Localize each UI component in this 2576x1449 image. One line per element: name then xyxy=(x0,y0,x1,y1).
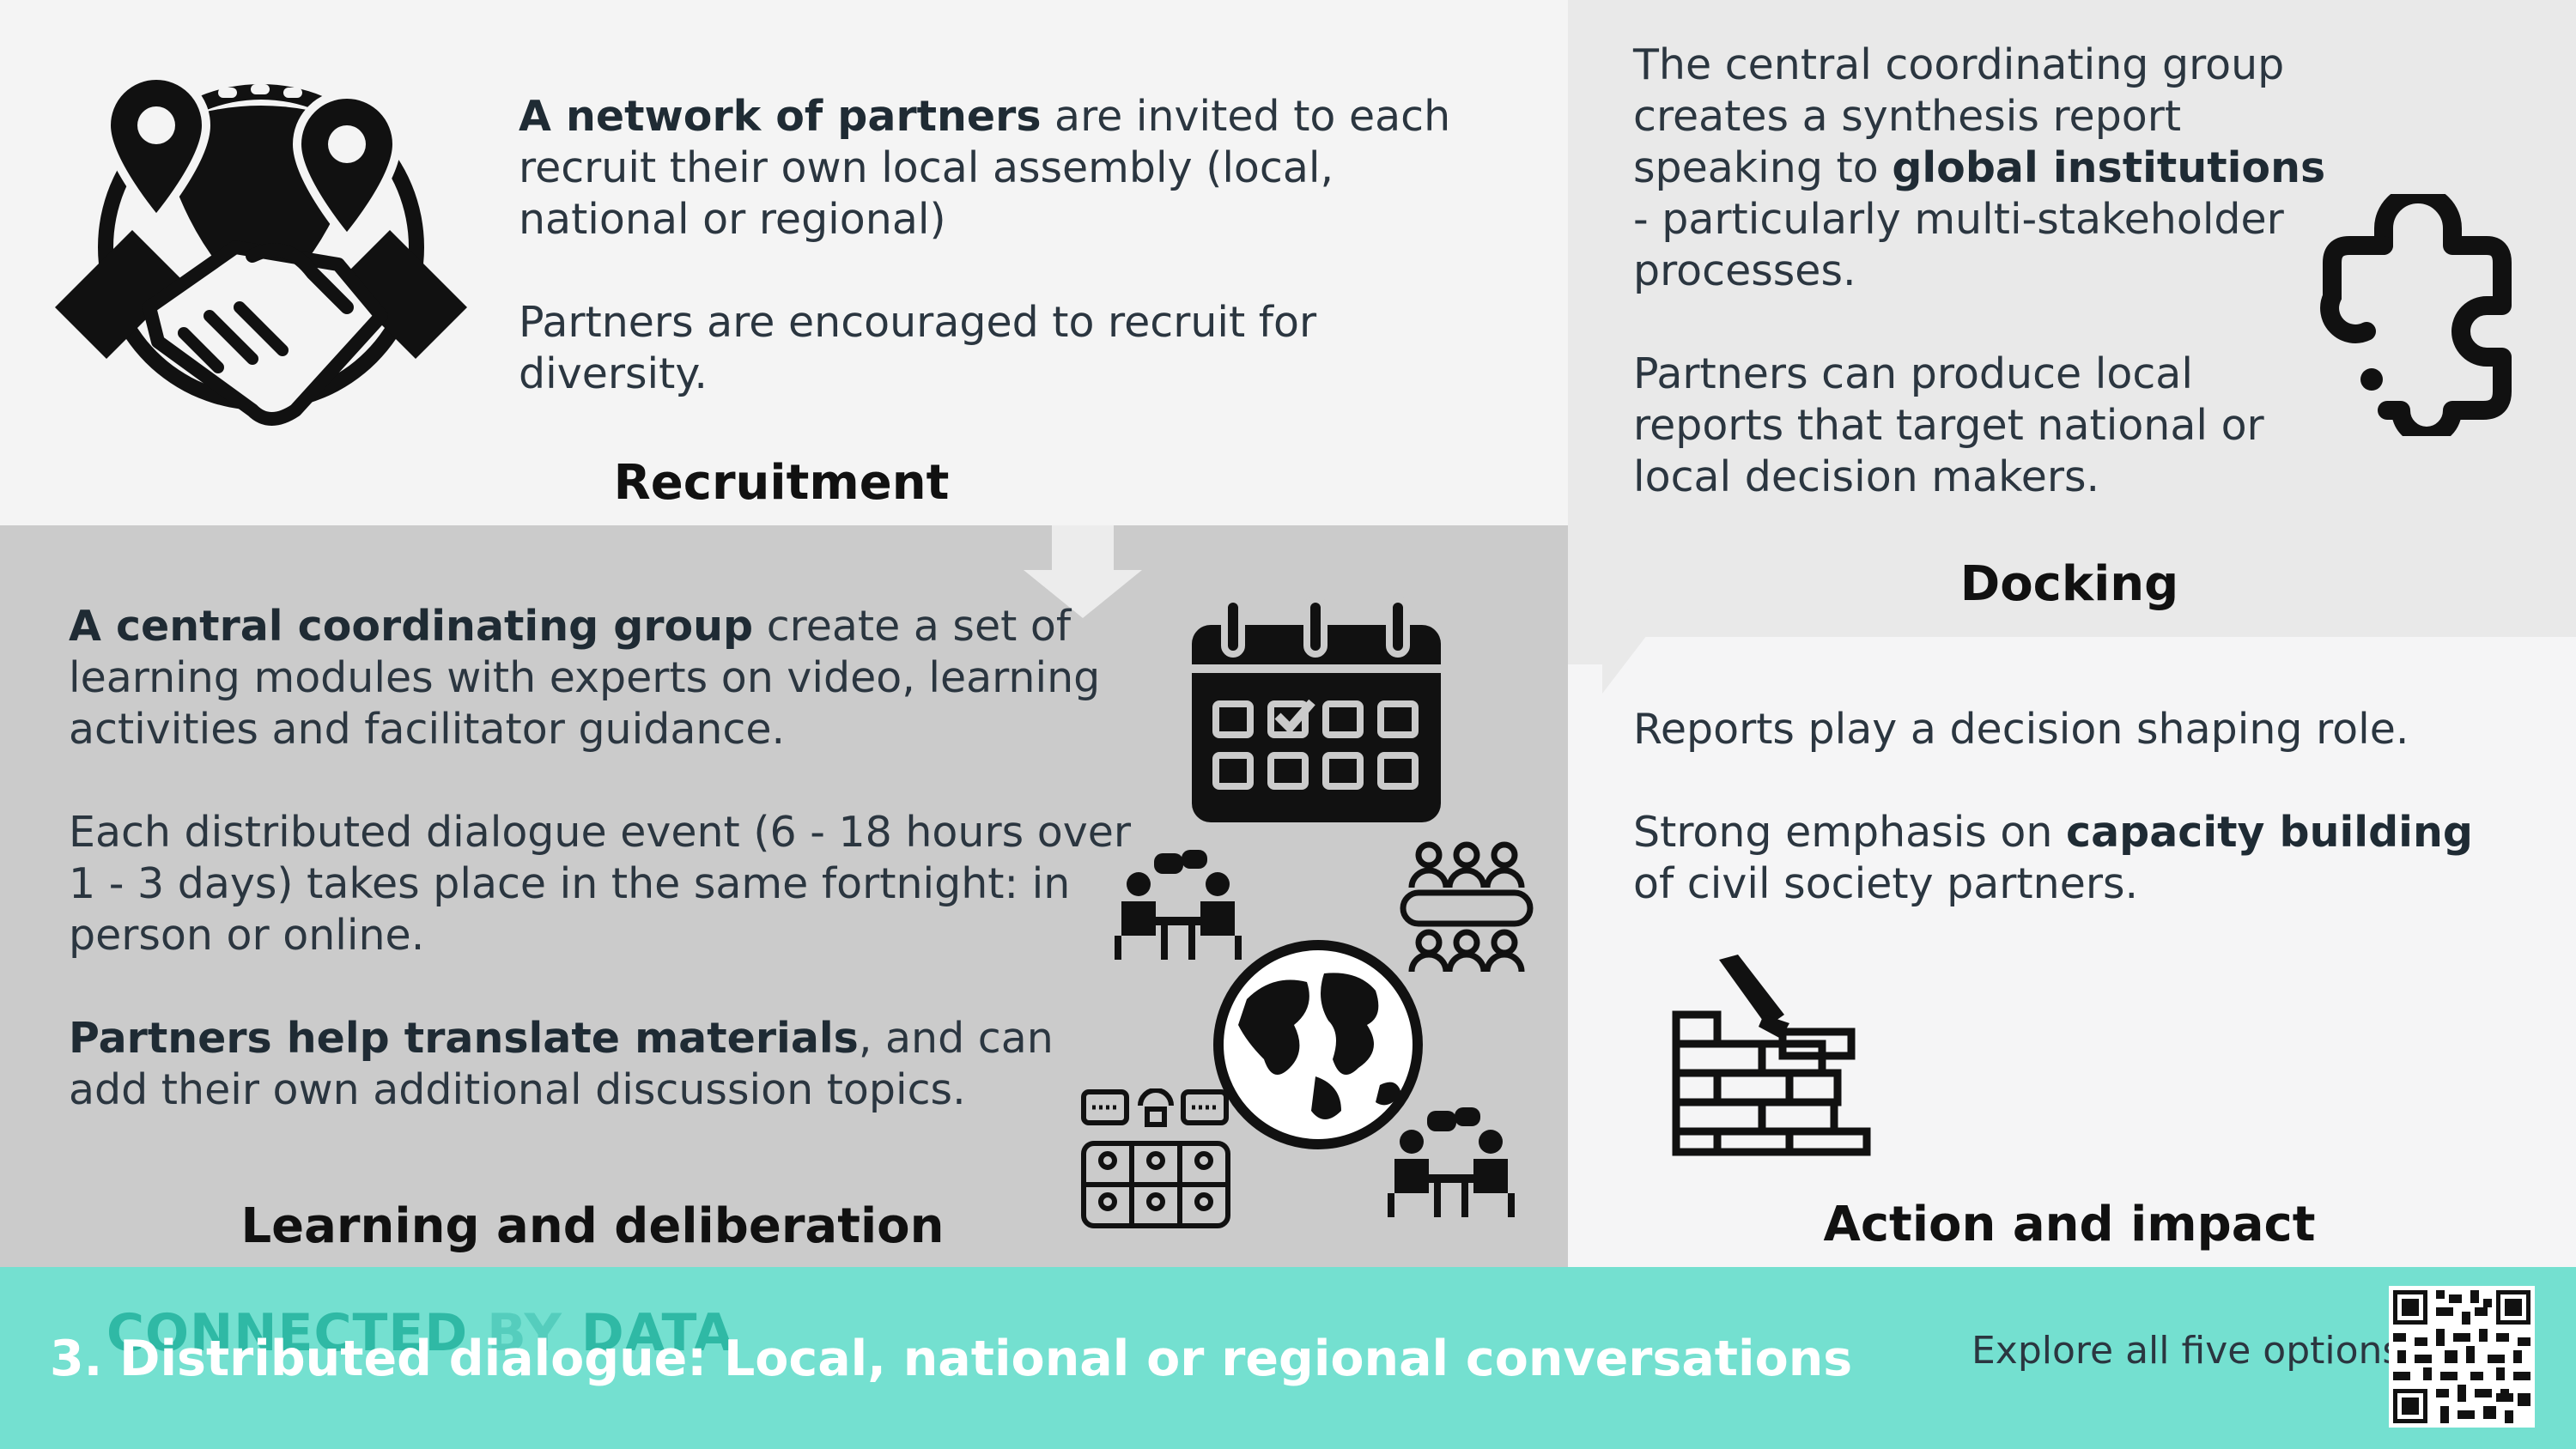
puzzle-piece-icon xyxy=(2320,194,2512,436)
recruitment-bold: A network of partners xyxy=(519,92,1042,141)
explore-label: Explore all five options: xyxy=(1971,1329,2415,1373)
learning-heading: Learning and deliberation xyxy=(240,1198,945,1254)
action-text-2a: Strong emphasis on xyxy=(1633,808,2067,857)
calendar-icon xyxy=(1192,596,1441,822)
handshake-globe-icon xyxy=(55,70,467,426)
right-arrow-icon xyxy=(1568,577,1647,694)
learning-bold: A central coordinating group xyxy=(69,602,754,651)
down-arrow-icon xyxy=(1024,525,1142,618)
docking-text-2: Partners can produce local reports that … xyxy=(1633,349,2264,501)
learning-text-3: , and can add their own additional discu… xyxy=(69,1014,1054,1114)
docking-text: The central coordinating group creates a… xyxy=(1633,39,2337,503)
docking-text-1a: The central coordinating group creates a… xyxy=(1633,40,2285,192)
recruitment-text-1: are invited to each recruit their own lo… xyxy=(519,92,1451,244)
qr-code-icon[interactable] xyxy=(2389,1286,2535,1428)
brick-wall-trowel-icon xyxy=(1672,955,1871,1156)
conversation-icon xyxy=(1388,1107,1515,1217)
action-heading: Action and impact xyxy=(1823,1197,2316,1252)
learning-text-1: create a set of learning modules with ex… xyxy=(69,602,1101,754)
brand-part-3: DATA xyxy=(580,1303,735,1363)
docking-panel xyxy=(1568,0,2576,637)
docking-bold: global institutions xyxy=(1892,143,2326,192)
video-call-icon xyxy=(1081,1088,1230,1228)
conversation-icon xyxy=(1115,850,1242,960)
footer-title: 3. Distributed dialogue: Local, national… xyxy=(50,1331,1853,1387)
recruitment-heading: Recruitment xyxy=(613,455,950,511)
learning-text-2: Each distributed dialogue event (6 - 18 … xyxy=(69,808,1131,960)
learning-text: A central coordinating group create a se… xyxy=(69,601,1133,1116)
brand-part-1: CONNECTED xyxy=(106,1303,469,1363)
docking-text-1b: - particularly multi-stakeholder process… xyxy=(1633,195,2284,295)
action-text-1: Reports play a decision shaping role. xyxy=(1633,705,2409,754)
recruitment-text-2: Partners are encouraged to recruit for d… xyxy=(519,298,1317,398)
action-text-2b: of civil society partners. xyxy=(1633,859,2139,908)
brand-part-2: BY xyxy=(468,1303,581,1363)
meeting-table-icon xyxy=(1400,841,1534,973)
recruitment-text: A network of partners are invited to eac… xyxy=(519,91,1506,400)
docking-heading: Docking xyxy=(1959,556,2179,612)
action-bold: capacity building xyxy=(2066,808,2473,857)
action-panel xyxy=(1568,637,2576,1267)
footer-bar xyxy=(0,1267,2576,1449)
brand-logo-text: CONNECTED BY DATA xyxy=(106,1303,734,1363)
learning-bold-2: Partners help translate materials xyxy=(69,1014,859,1063)
globe-icon xyxy=(1213,940,1423,1149)
action-text: Reports play a decision shaping role. St… xyxy=(1633,704,2526,910)
